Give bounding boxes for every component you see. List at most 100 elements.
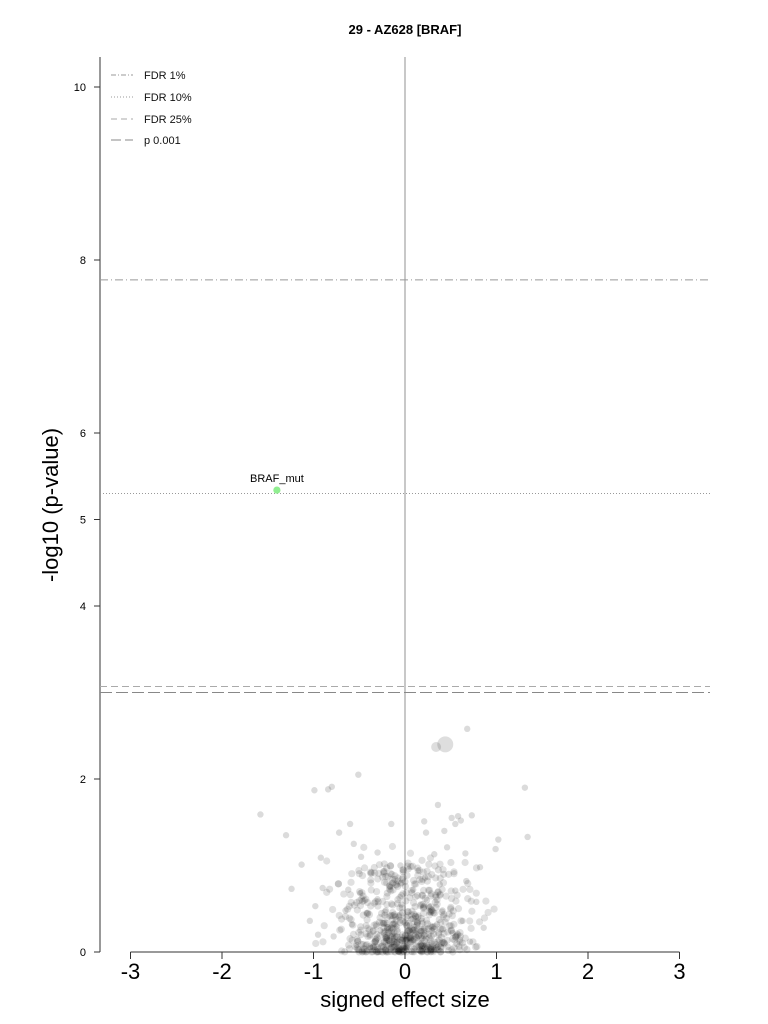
- data-point: [432, 903, 440, 912]
- data-point: [425, 941, 433, 949]
- data-point: [383, 941, 391, 949]
- data-point: [426, 946, 435, 954]
- data-point: [389, 879, 398, 887]
- data-point: [323, 857, 331, 865]
- data-point: [345, 914, 354, 922]
- data-point: [438, 925, 446, 933]
- data-point: [457, 917, 465, 925]
- data-point: [461, 934, 469, 942]
- data-point: [357, 923, 365, 931]
- data-point: [417, 928, 424, 935]
- data-point: [356, 902, 365, 910]
- data-point: [353, 898, 361, 907]
- data-point: [472, 864, 481, 872]
- data-point: [404, 943, 412, 951]
- data-point: [419, 904, 428, 913]
- data-point: [445, 910, 453, 918]
- data-point: [362, 922, 370, 930]
- data-point: [360, 864, 369, 872]
- data-point: [449, 935, 457, 943]
- chart-title: 29 - AZ628 [BRAF]: [349, 22, 462, 37]
- data-point-large: [437, 736, 454, 753]
- data-point: [439, 907, 446, 914]
- data-point: [389, 886, 397, 894]
- data-point: [404, 927, 412, 936]
- data-point: [450, 870, 458, 878]
- data-point: [385, 882, 394, 891]
- data-point: [355, 948, 363, 956]
- data-point: [372, 936, 380, 944]
- highlight-point: [273, 486, 281, 494]
- data-point: [373, 948, 381, 956]
- data-point: [447, 887, 455, 895]
- data-point: [373, 934, 381, 942]
- data-point: [394, 943, 402, 951]
- data-point: [452, 932, 460, 940]
- data-point: [418, 856, 426, 864]
- data-point: [405, 931, 413, 939]
- data-point: [355, 946, 363, 954]
- data-point: [428, 943, 437, 951]
- data-point: [413, 864, 422, 872]
- data-point: [348, 921, 356, 928]
- data-point: [392, 881, 400, 889]
- data-point: [375, 861, 384, 869]
- data-point: [359, 892, 367, 900]
- data-point: [403, 948, 411, 956]
- data-point: [382, 933, 390, 942]
- data-point: [419, 903, 428, 911]
- data-point: [464, 879, 472, 888]
- data-point: [354, 937, 362, 946]
- data-point: [455, 936, 464, 944]
- data-point: [450, 920, 458, 928]
- data-point: [390, 941, 398, 949]
- data-point: [408, 907, 416, 915]
- data-point: [393, 933, 401, 941]
- data-point: [406, 849, 415, 857]
- data-point: [348, 870, 356, 878]
- data-point: [407, 911, 416, 919]
- data-point: [388, 870, 396, 878]
- data-point: [288, 885, 295, 893]
- data-point: [388, 875, 396, 883]
- data-point: [383, 948, 391, 956]
- data-point: [400, 943, 408, 951]
- data-point: [422, 916, 431, 925]
- data-point: [334, 880, 343, 888]
- data-point: [378, 919, 386, 927]
- data-point: [380, 869, 388, 877]
- data-point: [395, 946, 403, 954]
- data-point: [407, 947, 415, 956]
- data-point: [417, 948, 426, 956]
- data-point: [386, 932, 394, 940]
- data-point: [363, 916, 371, 924]
- data-point: [394, 895, 402, 904]
- data-point: [400, 942, 408, 950]
- data-point: [437, 948, 445, 956]
- data-point: [439, 925, 447, 933]
- data-point: [391, 932, 399, 941]
- data-point: [406, 934, 414, 942]
- data-point: [397, 862, 404, 869]
- data-point: [447, 927, 455, 935]
- data-point: [406, 928, 414, 936]
- data-point: [437, 933, 446, 941]
- data-point: [388, 920, 397, 929]
- data-point: [367, 944, 374, 951]
- data-point: [404, 908, 412, 916]
- data-point: [427, 948, 435, 956]
- data-point: [393, 899, 402, 908]
- data-point: [433, 896, 441, 904]
- data-point: [354, 945, 362, 953]
- data-point: [399, 935, 408, 943]
- data-point: [426, 936, 435, 944]
- x-axis-label: signed effect size: [320, 987, 490, 1012]
- data-point: [362, 941, 370, 950]
- legend-label-fdr-10: FDR 10%: [144, 92, 192, 104]
- data-point: [409, 862, 417, 870]
- data-point: [415, 942, 423, 951]
- data-point: [435, 915, 443, 924]
- data-point: [417, 947, 425, 955]
- data-point: [410, 948, 418, 956]
